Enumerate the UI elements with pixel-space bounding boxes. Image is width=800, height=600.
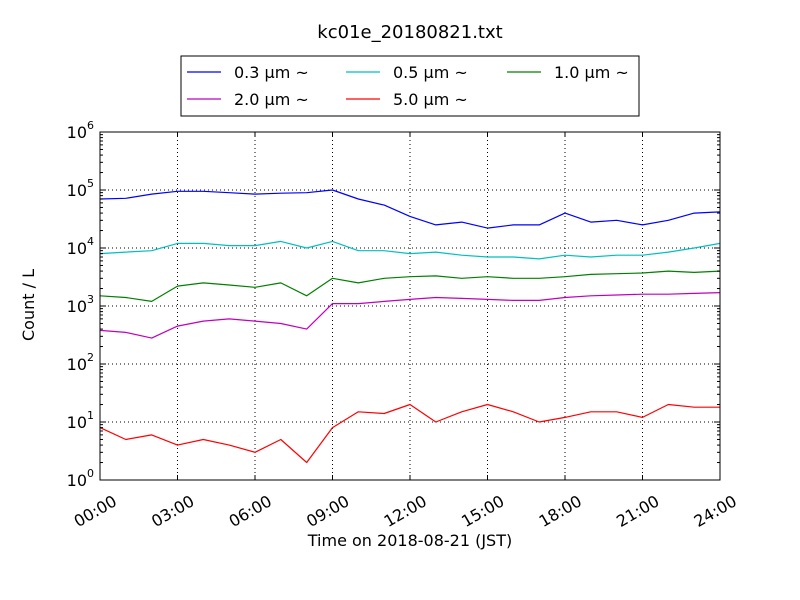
series-line-4 — [99, 292, 721, 339]
y-axis-label: Count / L — [19, 269, 38, 341]
legend-label: 0.3 μm ~ — [234, 63, 309, 82]
legend-label: 2.0 μm ~ — [234, 90, 309, 109]
axis-ticks: 00:00 03:00 06:00 09:00 12:00 15:00 18:00 21:00… — [67, 119, 740, 531]
series-line-3 — [99, 270, 721, 302]
x-axis-label: Time on 2018-08-21 (JST) — [307, 531, 512, 550]
series-line-1 — [99, 189, 721, 229]
series-lines — [99, 189, 721, 464]
grid — [100, 132, 720, 480]
legend-label: 0.5 μm ~ — [393, 63, 468, 82]
chart-title: kc01e_20180821.txt — [317, 22, 502, 43]
series-line-5 — [99, 403, 720, 464]
legend-label: 5.0 μm ~ — [393, 90, 468, 109]
legend: 0.3 μm ~ 0.5 μm ~ 1.0 μm ~ 2.0 μm ~ 5.0 μm ~ — [180, 55, 640, 117]
legend-label: 1.0 μm ~ — [554, 63, 629, 82]
legend-box — [180, 55, 640, 117]
series-line-2 — [99, 240, 721, 260]
